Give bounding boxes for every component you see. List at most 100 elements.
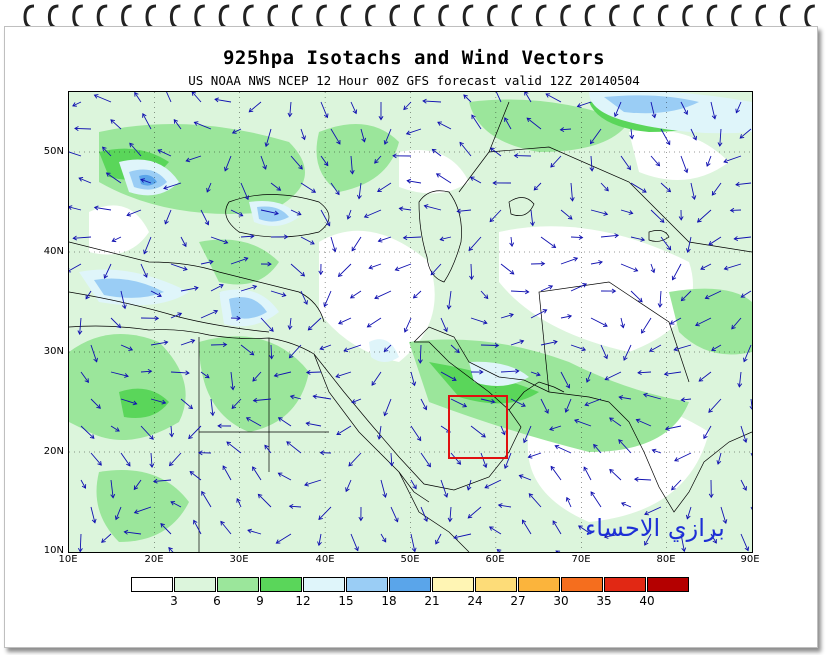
wind-vector — [620, 209, 634, 215]
binding-ring — [584, 4, 596, 30]
binding-ring — [340, 4, 352, 30]
wind-vector — [690, 182, 697, 201]
lat-tick-40n: 40N — [43, 246, 64, 257]
wind-vector — [456, 208, 472, 214]
wind-vector — [743, 344, 752, 363]
wind-vector — [180, 236, 187, 248]
wind-vector — [576, 101, 592, 108]
wind-vector — [570, 283, 588, 292]
wind-vector — [584, 398, 602, 407]
wind-vector — [660, 182, 672, 193]
wind-vector — [140, 178, 152, 184]
wind-vector — [245, 417, 262, 427]
wind-vector — [378, 101, 384, 121]
binding-ring — [243, 4, 254, 30]
wind-vector — [504, 117, 512, 130]
binding-ring — [194, 4, 205, 30]
wind-vector — [554, 444, 572, 454]
wind-vector — [663, 371, 682, 377]
wind-vector — [163, 182, 182, 190]
colorbar-label: 40 — [639, 594, 655, 608]
binding-ring — [731, 4, 742, 30]
wind-vector — [651, 448, 662, 454]
wind-vector — [312, 394, 332, 400]
wind-vector — [220, 520, 232, 535]
binding-ring — [511, 4, 523, 30]
wind-vector — [488, 526, 502, 535]
binding-ring — [169, 4, 181, 30]
wind-vector — [201, 490, 212, 508]
wind-vector — [620, 263, 639, 272]
wind-vector — [565, 496, 572, 508]
wind-vector — [710, 101, 717, 120]
wind-vector — [570, 344, 587, 352]
wind-vector — [193, 519, 202, 535]
wind-vector — [269, 344, 274, 360]
wind-vector — [93, 205, 112, 211]
wind-vector — [735, 101, 742, 114]
wind-vectors — [69, 92, 752, 552]
binding-ring — [779, 4, 791, 30]
wind-vector — [530, 371, 541, 377]
wind-vector — [657, 290, 663, 308]
wind-vector — [704, 290, 722, 300]
colorbar-label: 3 — [170, 594, 178, 608]
wind-vector — [150, 398, 167, 405]
wind-vector — [102, 146, 112, 157]
binding-ring — [218, 4, 230, 30]
colorbar-swatch — [346, 577, 388, 592]
wind-vector — [210, 342, 228, 348]
wind-vector — [210, 284, 224, 292]
wind-vector — [383, 398, 392, 417]
wind-vector — [703, 425, 712, 440]
wind-vector — [660, 236, 672, 251]
wind-vector — [317, 533, 322, 547]
wind-vector — [620, 155, 631, 171]
wind-vector — [120, 290, 127, 310]
wind-vector — [270, 290, 287, 297]
wind-vector — [110, 119, 122, 130]
binding-ring — [609, 4, 620, 30]
wind-map[interactable] — [68, 91, 753, 553]
wind-vector — [120, 398, 138, 406]
wind-vector — [570, 234, 584, 240]
wind-vector — [720, 506, 728, 525]
wind-vector — [290, 263, 306, 277]
colorbar-swatch — [260, 577, 302, 592]
wind-vector — [180, 398, 194, 410]
wind-vector — [711, 344, 722, 351]
wind-vector — [90, 398, 101, 409]
colorbar-swatch — [217, 577, 259, 592]
wind-vector — [420, 452, 431, 468]
wind-vector — [509, 236, 515, 248]
wind-vector — [673, 344, 692, 352]
wind-vector — [620, 317, 625, 329]
wind-vector — [231, 128, 242, 134]
wind-vector — [523, 425, 532, 444]
wind-vector — [140, 368, 153, 374]
wind-vector — [69, 205, 82, 211]
wind-vector — [609, 468, 622, 481]
wind-vector — [600, 182, 609, 192]
wind-vector — [540, 398, 549, 414]
wind-vector — [240, 182, 250, 201]
binding-ring — [633, 4, 645, 30]
colorbar-swatch — [518, 577, 560, 592]
wind-vector — [550, 155, 562, 168]
chart-subtitle: US NOAA NWS NCEP 12 Hour 00Z GFS forecas… — [188, 73, 640, 88]
colorbar-swatch — [561, 577, 603, 592]
wind-vector — [417, 344, 423, 364]
wind-vector — [377, 425, 382, 440]
wind-vector — [737, 371, 743, 388]
wind-vector — [710, 533, 717, 544]
wind-vector — [620, 502, 632, 508]
wind-vector — [574, 418, 592, 427]
wind-vector — [287, 101, 293, 118]
wind-vector — [450, 344, 460, 354]
wind-vector — [495, 92, 502, 103]
wind-vector — [260, 261, 272, 267]
wind-vector — [530, 261, 546, 267]
wind-vector — [480, 398, 496, 404]
wind-vector — [149, 452, 155, 468]
wind-vector — [549, 425, 562, 431]
